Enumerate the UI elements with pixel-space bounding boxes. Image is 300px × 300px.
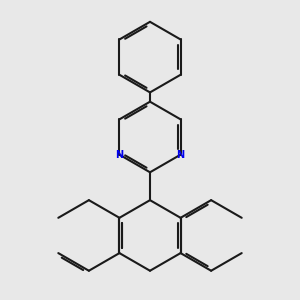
Text: N: N (176, 150, 184, 160)
Text: N: N (116, 150, 124, 160)
